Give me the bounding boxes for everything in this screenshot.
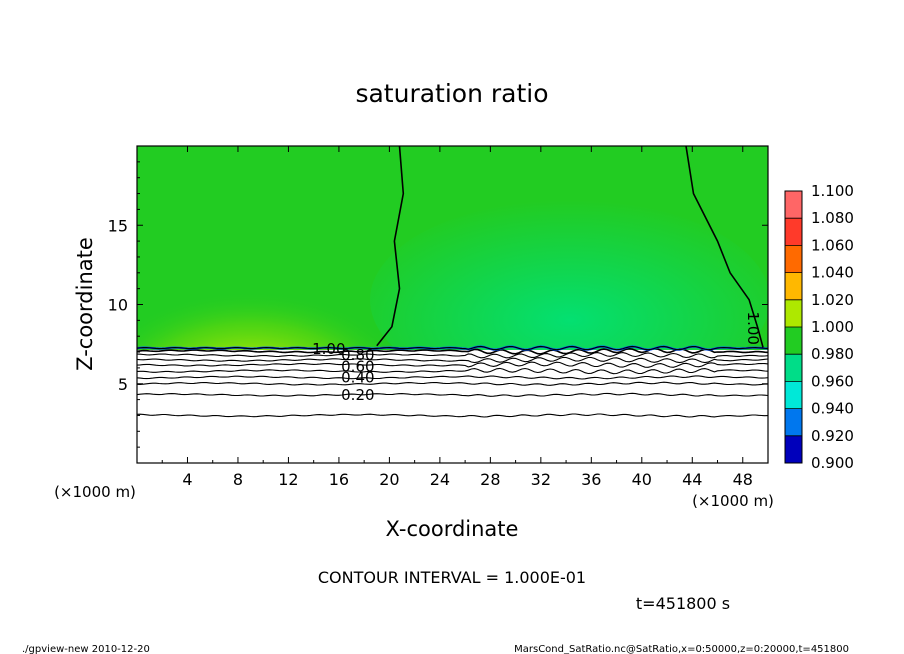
- colorbar-swatch: [785, 327, 802, 355]
- colorbar-label: 0.940: [811, 400, 854, 418]
- x-tick-label: 8: [233, 470, 243, 489]
- x-axis-label: X-coordinate: [386, 517, 519, 541]
- colorbar-swatch: [785, 354, 802, 382]
- x-tick-label: 20: [379, 470, 399, 489]
- x-tick-label: 36: [581, 470, 601, 489]
- y-axis-label: Z-coordinate: [73, 237, 97, 371]
- colorbar-label: 1.020: [811, 291, 854, 309]
- colorbar-swatch: [785, 272, 802, 300]
- contour-label: 0.40: [341, 368, 374, 386]
- saturation-boundary-lines: [376, 146, 764, 348]
- y-tick-label: 10: [108, 296, 128, 315]
- contour-label: 0.60: [341, 357, 374, 375]
- footer-left: ./gpview-new 2010-12-20: [22, 644, 150, 654]
- x-unit-label-left: (×1000 m): [54, 483, 136, 501]
- contour-line: [137, 375, 768, 380]
- contour-label: 1.00: [312, 340, 345, 358]
- contour-line: [137, 361, 768, 368]
- colorbar-swatch: [785, 381, 802, 409]
- colorbar-label: 1.060: [811, 236, 854, 254]
- contour-line: [137, 381, 768, 386]
- contour-interval-text: CONTOUR INTERVAL = 1.000E-01: [318, 568, 586, 587]
- x-tick-label: 40: [632, 470, 652, 489]
- x-tick-label: 28: [480, 470, 500, 489]
- y-tick-label: 15: [108, 216, 128, 235]
- colorbar-label: 0.900: [811, 454, 854, 472]
- colorbar-swatch: [785, 245, 802, 273]
- contour-label: 1.00: [744, 312, 762, 345]
- saturation-edge-line: [137, 345, 768, 351]
- colorbar-swatch: [785, 218, 802, 246]
- colorbar-label: 1.000: [811, 318, 854, 336]
- colorbar: 1.100 1.080 1.060 1.040 1.020 1.000 0.980 0.960…: [784, 182, 854, 472]
- colorbar-label: 0.960: [811, 372, 854, 390]
- contour-line: [137, 367, 768, 375]
- contour-line: [137, 392, 768, 397]
- saturation-boundary: [376, 146, 405, 347]
- x-unit-label-right: (×1000 m): [692, 492, 774, 510]
- subsaturated-field: [137, 350, 768, 463]
- y-axis: 5 10 15: [108, 161, 768, 448]
- x-tick-label: 32: [531, 470, 551, 489]
- x-tick-label: 12: [278, 470, 298, 489]
- colorbar-swatch: [785, 299, 802, 327]
- contour-label: 0.80: [341, 346, 374, 364]
- time-label: t=451800 s: [636, 594, 730, 613]
- x-tick-label: 16: [329, 470, 349, 489]
- x-axis: 4 8 12 16 20 24 28 32 36 40 44 48: [161, 146, 753, 489]
- colorbar-label: 0.920: [811, 427, 854, 445]
- colorbar-label: 1.040: [811, 264, 854, 282]
- x-tick-label: 4: [182, 470, 192, 489]
- contour-labels: 1.000.800.600.400.201.00: [312, 312, 762, 404]
- x-tick-label: 48: [733, 470, 753, 489]
- chart-title: saturation ratio: [355, 79, 548, 108]
- plot-area: [137, 146, 768, 463]
- colorbar-label: 1.080: [811, 209, 854, 227]
- footer-right: MarsCond_SatRatio.nc@SatRatio,x=0:50000,…: [514, 644, 849, 654]
- contour-label: 0.20: [341, 386, 374, 404]
- colorbar-label: 0.980: [811, 345, 854, 363]
- colorbar-swatch: [785, 191, 802, 219]
- colorbar-label: 1.100: [811, 182, 854, 200]
- colorbar-swatch: [785, 435, 802, 463]
- contour-line: [137, 413, 768, 418]
- contour-line: [137, 352, 768, 359]
- y-tick-label: 5: [118, 375, 128, 394]
- contour-line: [137, 347, 768, 355]
- x-tick-label: 44: [682, 470, 702, 489]
- contour-lines: [137, 345, 768, 418]
- contour-line: [137, 356, 768, 364]
- x-tick-label: 24: [430, 470, 450, 489]
- colorbar-swatch: [785, 408, 802, 436]
- saturation-boundary: [685, 146, 764, 348]
